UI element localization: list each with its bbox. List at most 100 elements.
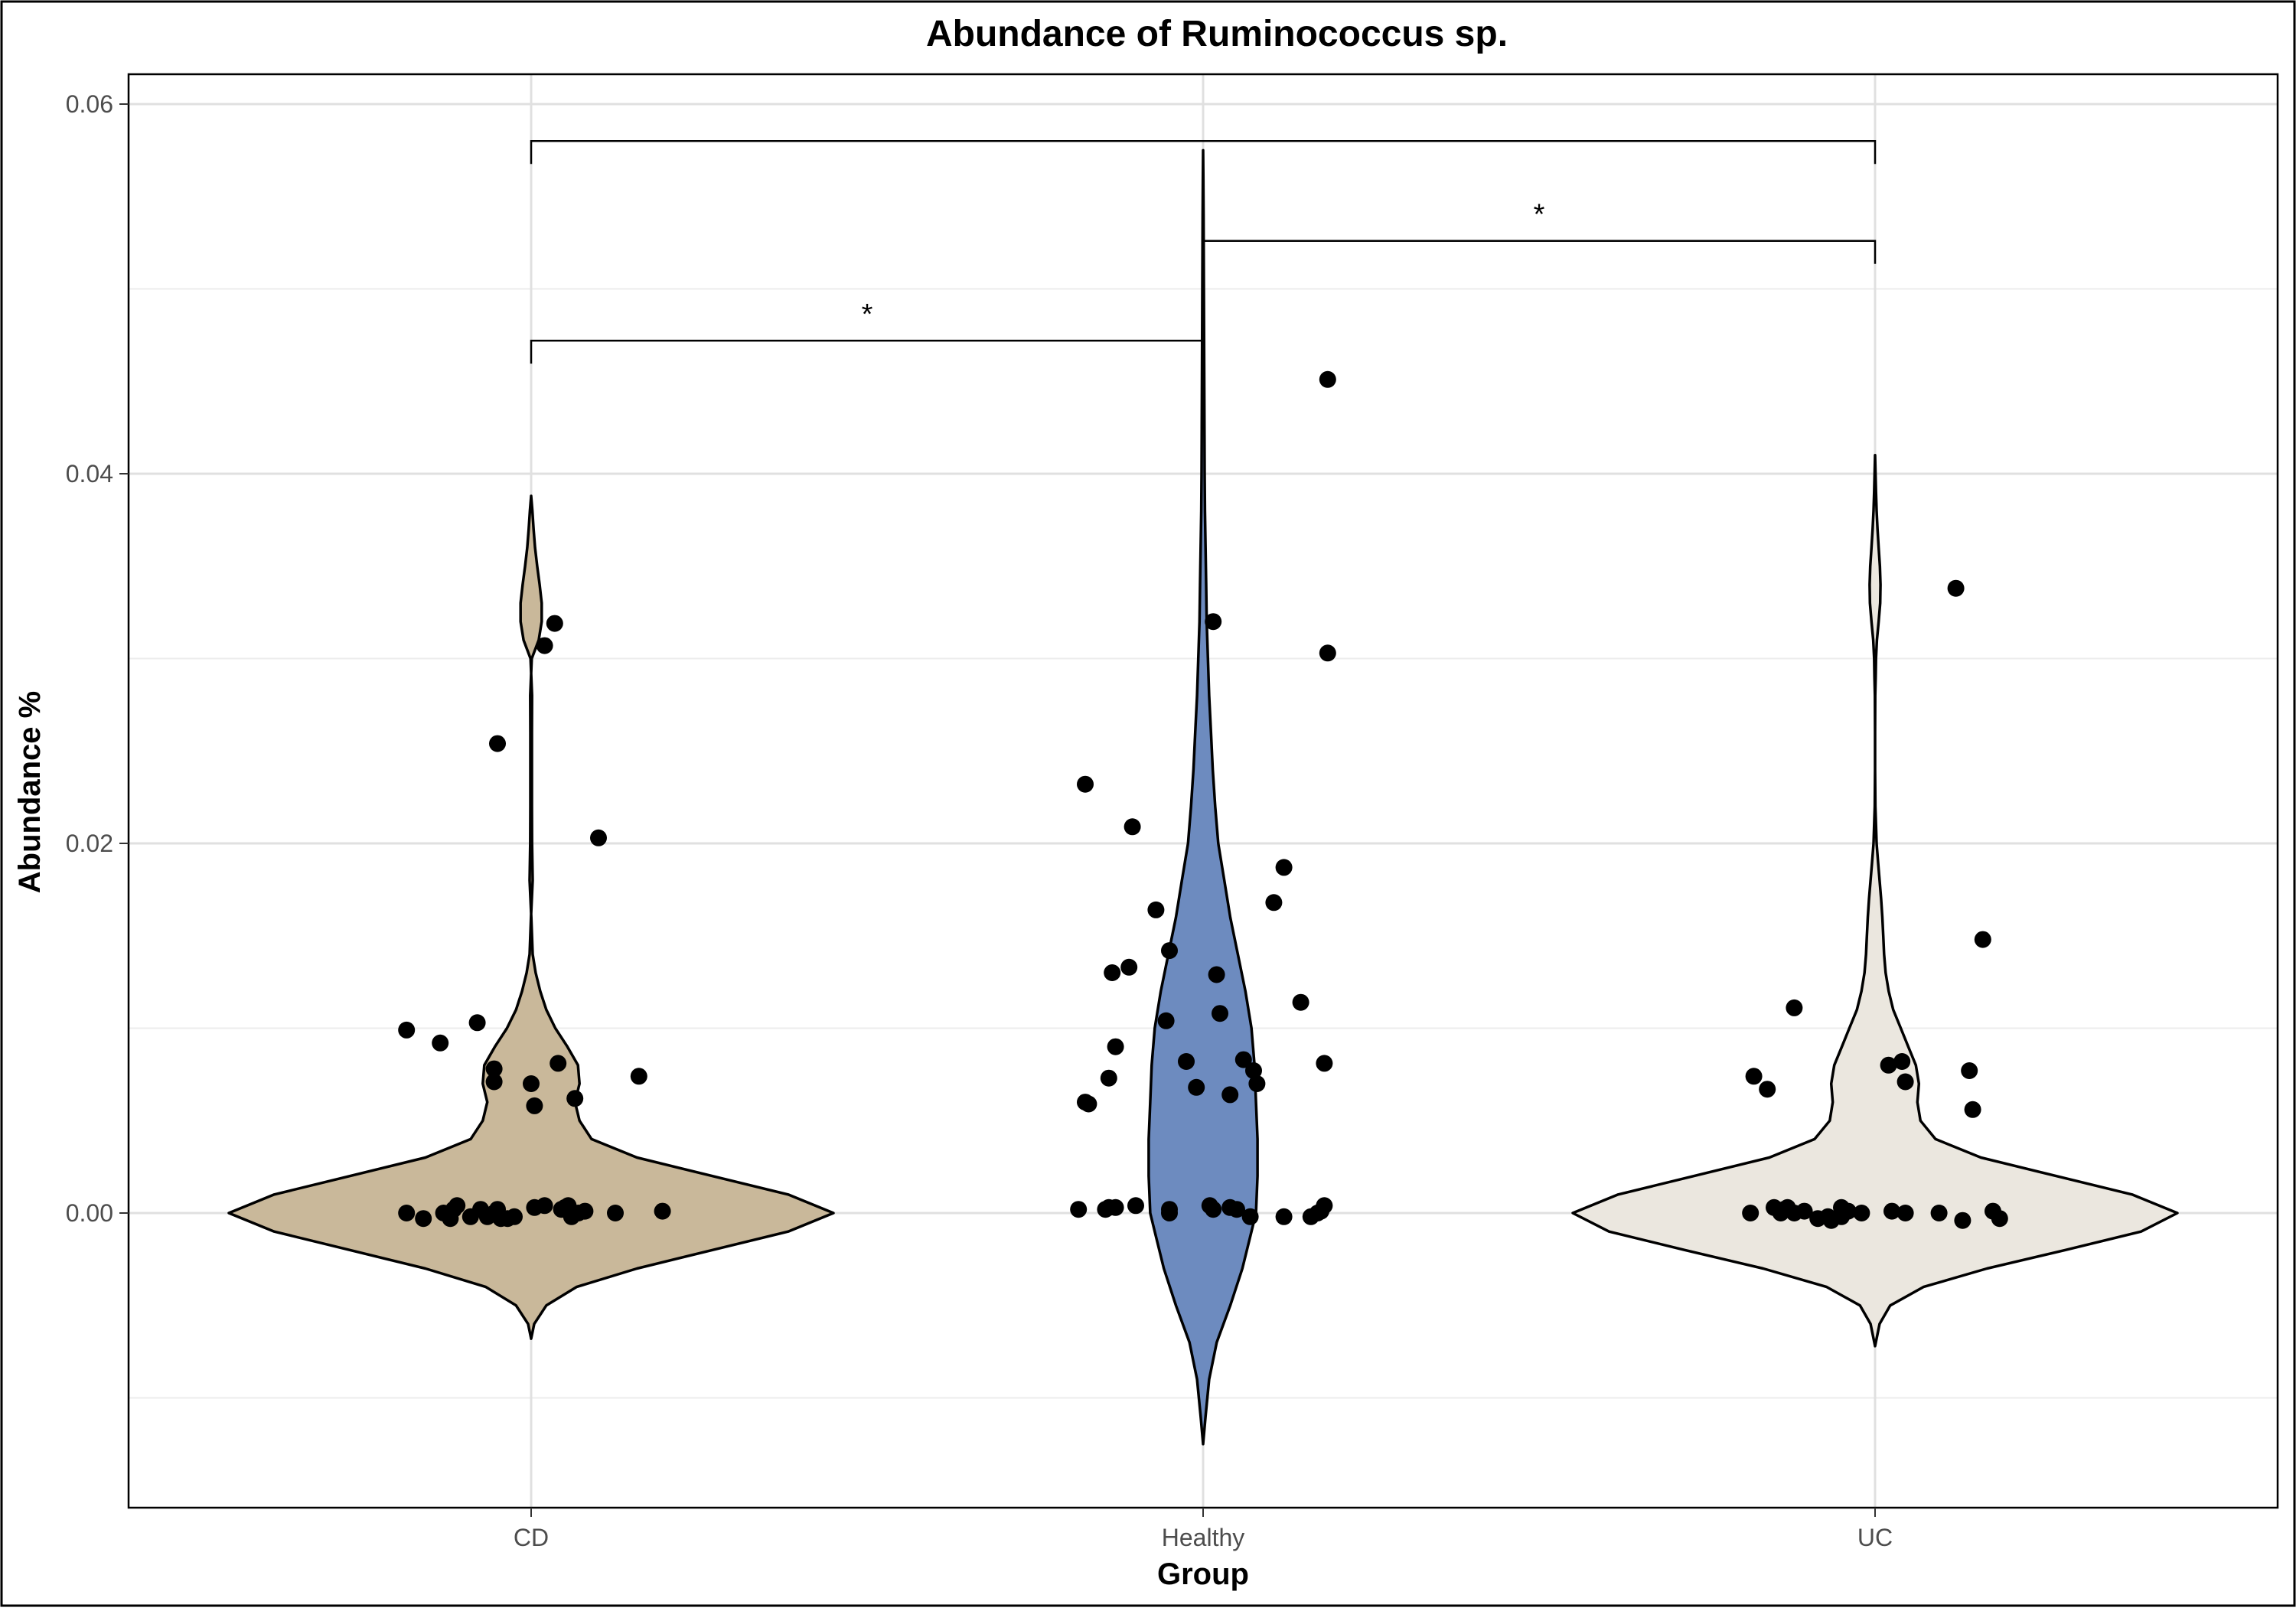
data-point-healthy: [1245, 1062, 1262, 1079]
data-point-uc: [1742, 1205, 1760, 1221]
y-tick-label: 0.02: [66, 830, 113, 857]
axis-layer: 0.00 0.02 0.04 0.06 CD Healthy UC: [66, 90, 1893, 1551]
data-point-cd: [448, 1197, 466, 1215]
significance-bracket: [530, 339, 1205, 364]
data-point-healthy: [1107, 1198, 1124, 1216]
data-point-healthy: [1127, 1197, 1144, 1215]
data-point-cd: [485, 1073, 503, 1091]
significance-bracket: [1202, 240, 1877, 264]
data-point-uc: [1896, 1073, 1914, 1091]
data-point-healthy: [1208, 966, 1225, 983]
data-point-cd: [576, 1202, 594, 1220]
data-point-uc: [1786, 999, 1803, 1016]
y-axis-title: Abundance %: [13, 691, 47, 893]
data-point-uc: [1795, 1202, 1813, 1220]
data-point-uc: [1745, 1068, 1763, 1085]
data-point-uc: [1930, 1205, 1948, 1221]
data-point-healthy: [1241, 1208, 1259, 1225]
data-point-cd: [468, 1014, 486, 1032]
data-point-cd: [415, 1210, 432, 1228]
data-point-healthy: [1100, 1069, 1117, 1087]
data-point-healthy: [1124, 818, 1141, 836]
data-point-uc: [1893, 1053, 1911, 1070]
data-point-healthy: [1104, 964, 1121, 981]
data-point-healthy: [1234, 1051, 1252, 1068]
data-point-healthy: [1188, 1078, 1205, 1096]
data-point-cd: [398, 1021, 416, 1039]
data-point-cd: [566, 1090, 584, 1107]
data-point-cd: [526, 1097, 543, 1114]
data-point-uc: [1880, 1056, 1897, 1074]
data-point-healthy: [1319, 644, 1336, 662]
violin-healthy: [1147, 148, 1259, 1446]
significance-label: *: [862, 298, 873, 331]
data-point-cd: [485, 1060, 503, 1078]
data-point-healthy: [1319, 370, 1336, 388]
data-point-uc: [1961, 1062, 1978, 1079]
data-point-healthy: [1080, 1095, 1097, 1113]
data-point-cd: [654, 1202, 671, 1220]
data-point-cd: [536, 637, 553, 654]
data-point-uc: [1896, 1205, 1914, 1221]
data-point-healthy: [1248, 1075, 1266, 1092]
y-tick-label: 0.00: [66, 1199, 113, 1227]
data-point-healthy: [1212, 1005, 1228, 1022]
data-point-healthy: [1228, 1201, 1245, 1218]
data-point-cd: [607, 1205, 624, 1221]
data-point-cd: [536, 1197, 553, 1215]
violin-cd: [227, 494, 835, 1340]
x-tick-label-cd: CD: [514, 1524, 549, 1551]
data-point-cd: [398, 1205, 416, 1221]
data-point-healthy: [1161, 942, 1178, 960]
data-point-uc: [1964, 1101, 1981, 1118]
data-point-healthy: [1205, 613, 1222, 631]
x-axis-title: Group: [1157, 1557, 1249, 1591]
data-point-healthy: [1161, 1205, 1178, 1221]
x-tick-label-uc: UC: [1857, 1524, 1893, 1551]
data-point-cd: [630, 1068, 647, 1085]
data-point-uc: [1839, 1202, 1857, 1220]
data-point-cd: [550, 1055, 567, 1072]
data-point-healthy: [1120, 958, 1138, 976]
data-point-healthy: [1205, 1201, 1222, 1218]
significance-bracket: [530, 140, 1877, 165]
significance-layer: **: [530, 140, 1877, 364]
data-point-cd: [523, 1075, 540, 1092]
data-point-healthy: [1157, 1012, 1175, 1029]
y-tick-label: 0.06: [66, 90, 113, 118]
data-point-uc: [1991, 1210, 2008, 1228]
data-point-uc: [1947, 579, 1965, 597]
data-point-uc: [1883, 1202, 1900, 1220]
data-point-healthy: [1178, 1053, 1195, 1070]
data-point-healthy: [1107, 1038, 1124, 1055]
data-point-healthy: [1316, 1055, 1333, 1072]
data-point-healthy: [1265, 894, 1283, 911]
point-layer: [398, 370, 2008, 1229]
significance-label: *: [1534, 199, 1545, 231]
data-point-cd: [546, 615, 563, 632]
data-point-cd: [432, 1034, 449, 1052]
data-point-healthy: [1221, 1086, 1239, 1104]
data-point-uc: [1974, 931, 1991, 948]
data-point-uc: [1954, 1212, 1971, 1229]
x-tick-label-healthy: Healthy: [1162, 1524, 1245, 1551]
data-point-healthy: [1077, 775, 1094, 793]
chart-title: Abundance of Ruminococcus sp.: [926, 14, 1508, 54]
data-point-healthy: [1316, 1197, 1333, 1215]
data-point-uc: [1853, 1205, 1870, 1221]
data-point-healthy: [1147, 901, 1165, 918]
data-point-cd: [506, 1208, 523, 1225]
data-point-uc: [1759, 1081, 1776, 1098]
data-point-healthy: [1070, 1201, 1088, 1218]
data-point-healthy: [1292, 993, 1309, 1011]
data-point-healthy: [1275, 1208, 1293, 1225]
data-point-healthy: [1275, 859, 1293, 876]
y-tick-label: 0.04: [66, 460, 113, 488]
data-point-cd: [489, 735, 506, 752]
violin-layer: [227, 148, 2179, 1446]
data-point-cd: [590, 829, 607, 846]
violin-uc: [1571, 454, 2179, 1348]
